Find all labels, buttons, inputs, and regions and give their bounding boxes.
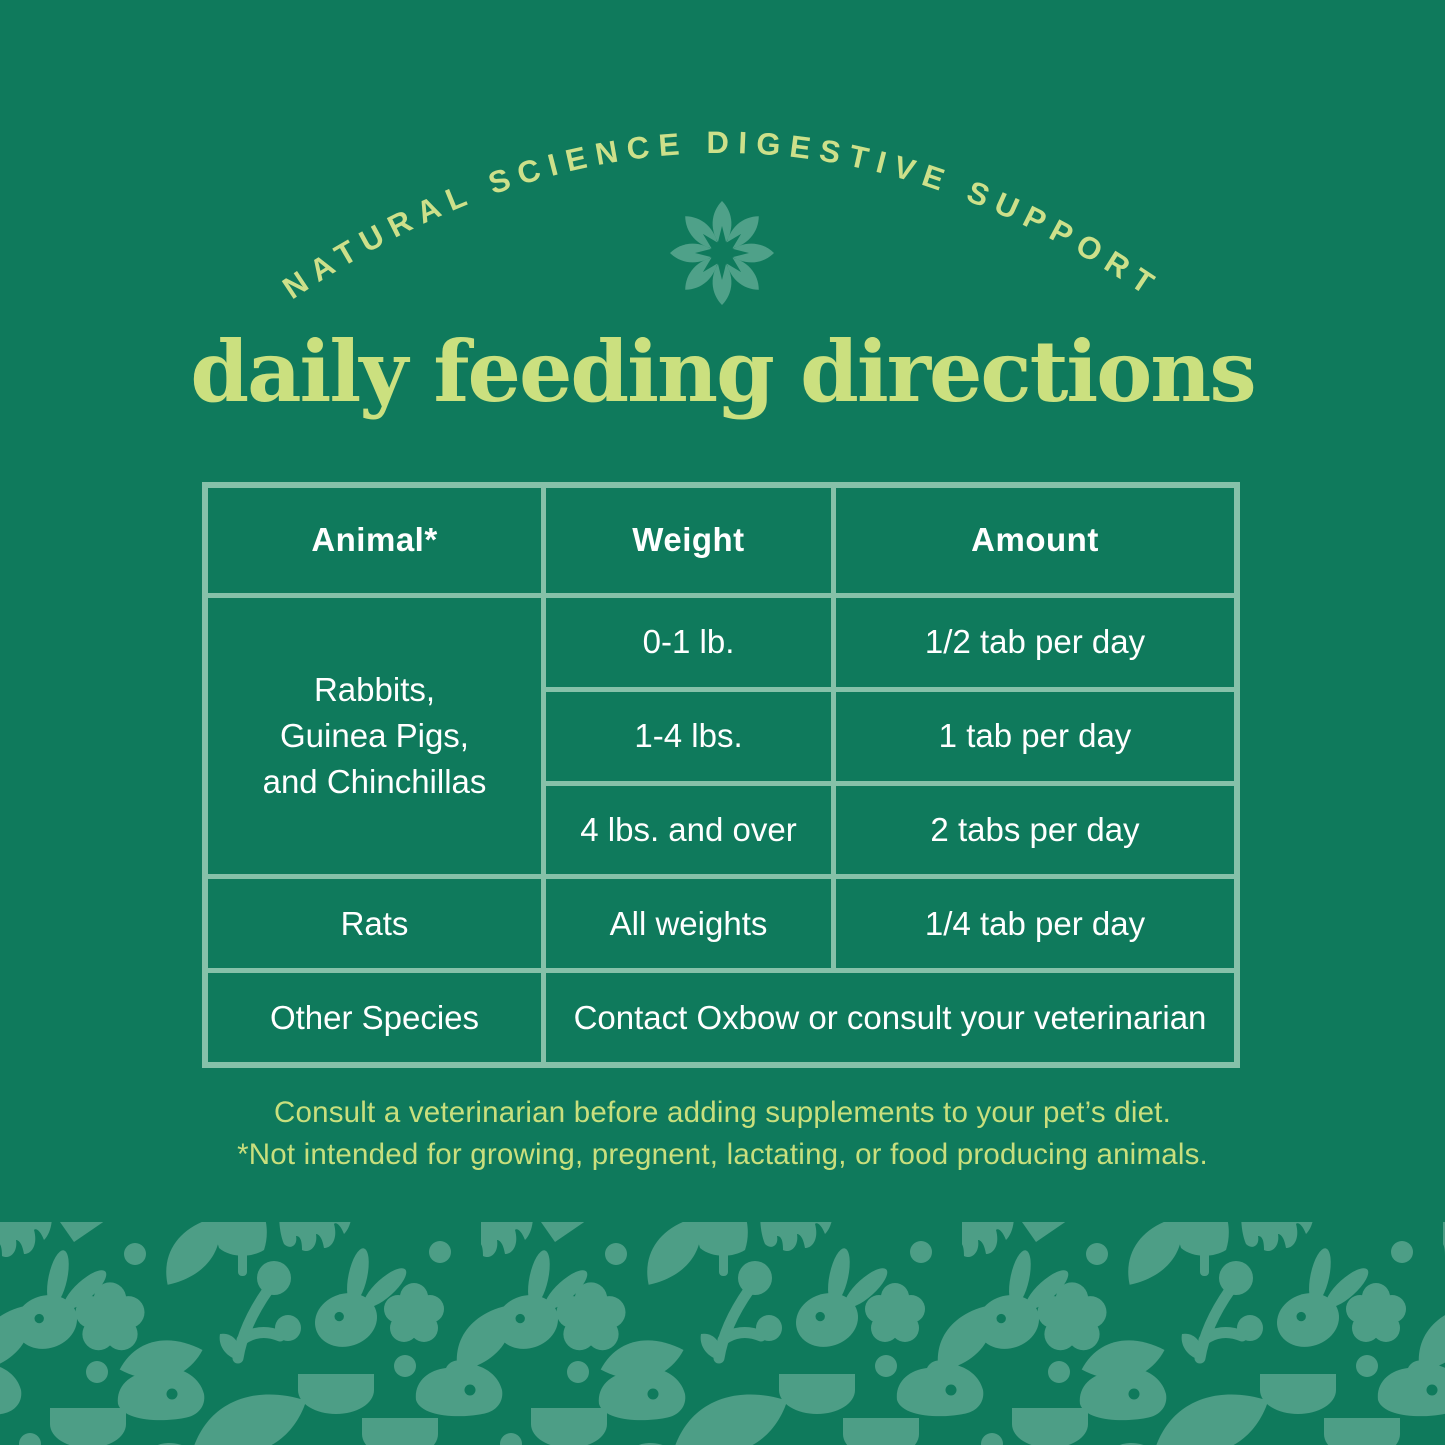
flower-icon	[670, 201, 774, 305]
contact-note-cell: Contact Oxbow or consult your veterinari…	[546, 973, 1234, 1062]
animal-cell-other-species: Other Species	[208, 973, 541, 1062]
amount-cell: 1 tab per day	[836, 691, 1234, 781]
feeding-table: Animal* Weight Amount Rabbits, Guinea Pi…	[202, 482, 1240, 1068]
page-title: daily feeding directions	[190, 322, 1256, 421]
amount-cell: 1/2 tab per day	[836, 598, 1234, 687]
amount-cell: 2 tabs per day	[836, 785, 1234, 875]
pattern-band	[0, 1222, 1445, 1445]
footnote-line-1: Consult a veterinarian before adding sup…	[274, 1096, 1171, 1129]
weight-cell: 1-4 lbs.	[546, 691, 831, 781]
weight-cell: All weights	[546, 879, 831, 969]
animal-group-cell: Rabbits, Guinea Pigs, and Chinchillas	[208, 598, 541, 875]
weight-cell: 4 lbs. and over	[546, 785, 831, 875]
footnote-line-2: *Not intended for growing, pregnent, lac…	[237, 1138, 1208, 1172]
column-header-weight: Weight	[546, 488, 831, 593]
weight-cell: 0-1 lb.	[546, 598, 831, 687]
column-header-amount: Amount	[836, 488, 1234, 593]
column-header-animal: Animal*	[208, 488, 541, 593]
animal-cell-rats: Rats	[208, 879, 541, 969]
footnotes: Consult a veterinarian before adding sup…	[0, 1092, 1445, 1176]
amount-cell: 1/4 tab per day	[836, 879, 1234, 969]
